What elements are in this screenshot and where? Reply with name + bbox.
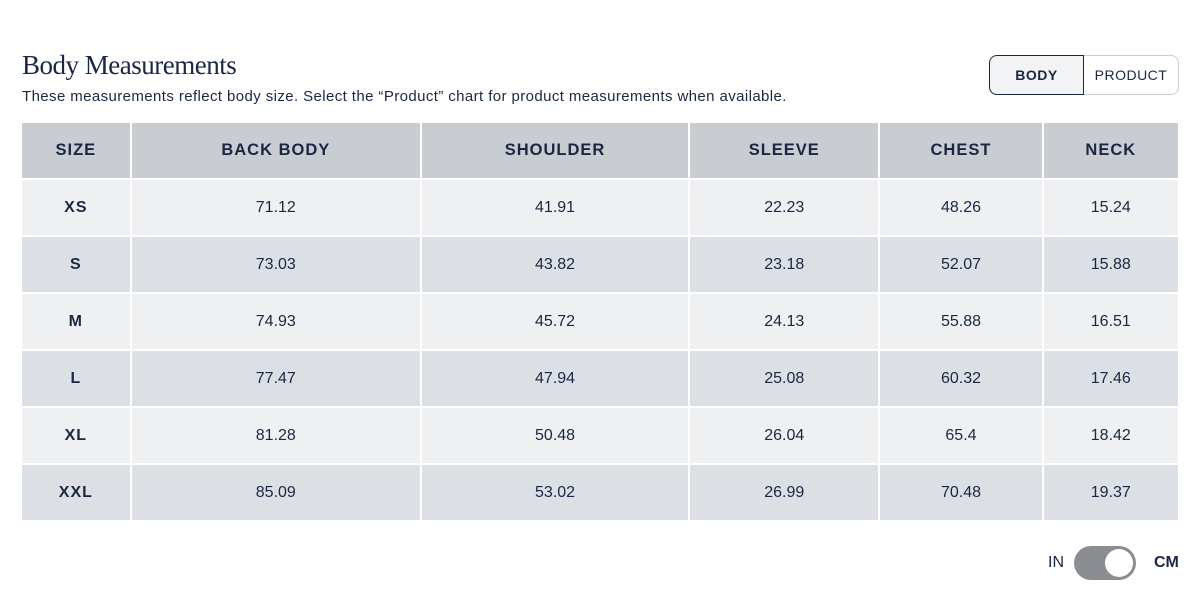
table-row: XS 71.12 41.91 22.23 48.26 15.24 [22,180,1178,235]
value-cell: 48.26 [880,180,1042,235]
table-row: XXL 85.09 53.02 26.99 70.48 19.37 [22,465,1178,520]
size-cell: S [22,237,130,292]
tab-body[interactable]: BODY [989,55,1084,95]
column-header: BACK BODY [131,123,420,178]
table-row: L 77.47 47.94 25.08 60.32 17.46 [22,351,1178,406]
measurement-table: SIZE BACK BODY SHOULDER SLEEVE CHEST NECK XS 7… [20,121,1180,522]
table-row: XL 81.28 50.48 26.04 65.4 18.42 [22,408,1178,463]
value-cell: 52.07 [880,237,1042,292]
table-head: SIZE BACK BODY SHOULDER SLEEVE CHEST NECK [22,123,1178,178]
value-cell: 19.37 [1043,465,1178,520]
value-cell: 24.13 [690,294,879,349]
value-cell: 22.23 [690,180,879,235]
chart-tabs: BODY PRODUCT [989,55,1179,95]
value-cell: 43.82 [421,237,689,292]
column-header: SIZE [22,123,130,178]
value-cell: 15.88 [1043,237,1178,292]
value-cell: 41.91 [421,180,689,235]
value-cell: 81.28 [131,408,420,463]
value-cell: 60.32 [880,351,1042,406]
subtitle: These measurements reflect body size. Se… [22,88,787,105]
unit-in: IN [1048,554,1064,571]
column-header: SHOULDER [421,123,689,178]
value-cell: 18.42 [1043,408,1178,463]
value-cell: 25.08 [690,351,879,406]
size-cell: M [22,294,130,349]
value-cell: 73.03 [131,237,420,292]
value-cell: 26.99 [690,465,879,520]
unit-cm: CM [1154,554,1179,571]
title: Body Measurements [22,50,237,80]
value-cell: 26.04 [690,408,879,463]
unit-toggle: IN CM [1048,545,1179,581]
value-cell: 45.72 [421,294,689,349]
size-cell: L [22,351,130,406]
size-cell: XXL [22,465,130,520]
unit-switch[interactable] [1074,546,1136,580]
size-cell: XS [22,180,130,235]
value-cell: 77.47 [131,351,420,406]
value-cell: 23.18 [690,237,879,292]
value-cell: 65.4 [880,408,1042,463]
value-cell: 85.09 [131,465,420,520]
table-body: XS 71.12 41.91 22.23 48.26 15.24 S 73.03 43.82 23… [22,180,1178,520]
value-cell: 16.51 [1043,294,1178,349]
table-row: M 74.93 45.72 24.13 55.88 16.51 [22,294,1178,349]
column-header: CHEST [880,123,1042,178]
value-cell: 53.02 [421,465,689,520]
value-cell: 47.94 [421,351,689,406]
header-row: SIZE BACK BODY SHOULDER SLEEVE CHEST NECK [22,123,1178,178]
value-cell: 70.48 [880,465,1042,520]
value-cell: 74.93 [131,294,420,349]
value-cell: 15.24 [1043,180,1178,235]
column-header: SLEEVE [690,123,879,178]
value-cell: 71.12 [131,180,420,235]
table-row: S 73.03 43.82 23.18 52.07 15.88 [22,237,1178,292]
column-header: NECK [1043,123,1178,178]
value-cell: 55.88 [880,294,1042,349]
tab-product[interactable]: PRODUCT [1084,55,1179,95]
size-cell: XL [22,408,130,463]
value-cell: 50.48 [421,408,689,463]
switch-knob [1105,549,1133,577]
value-cell: 17.46 [1043,351,1178,406]
